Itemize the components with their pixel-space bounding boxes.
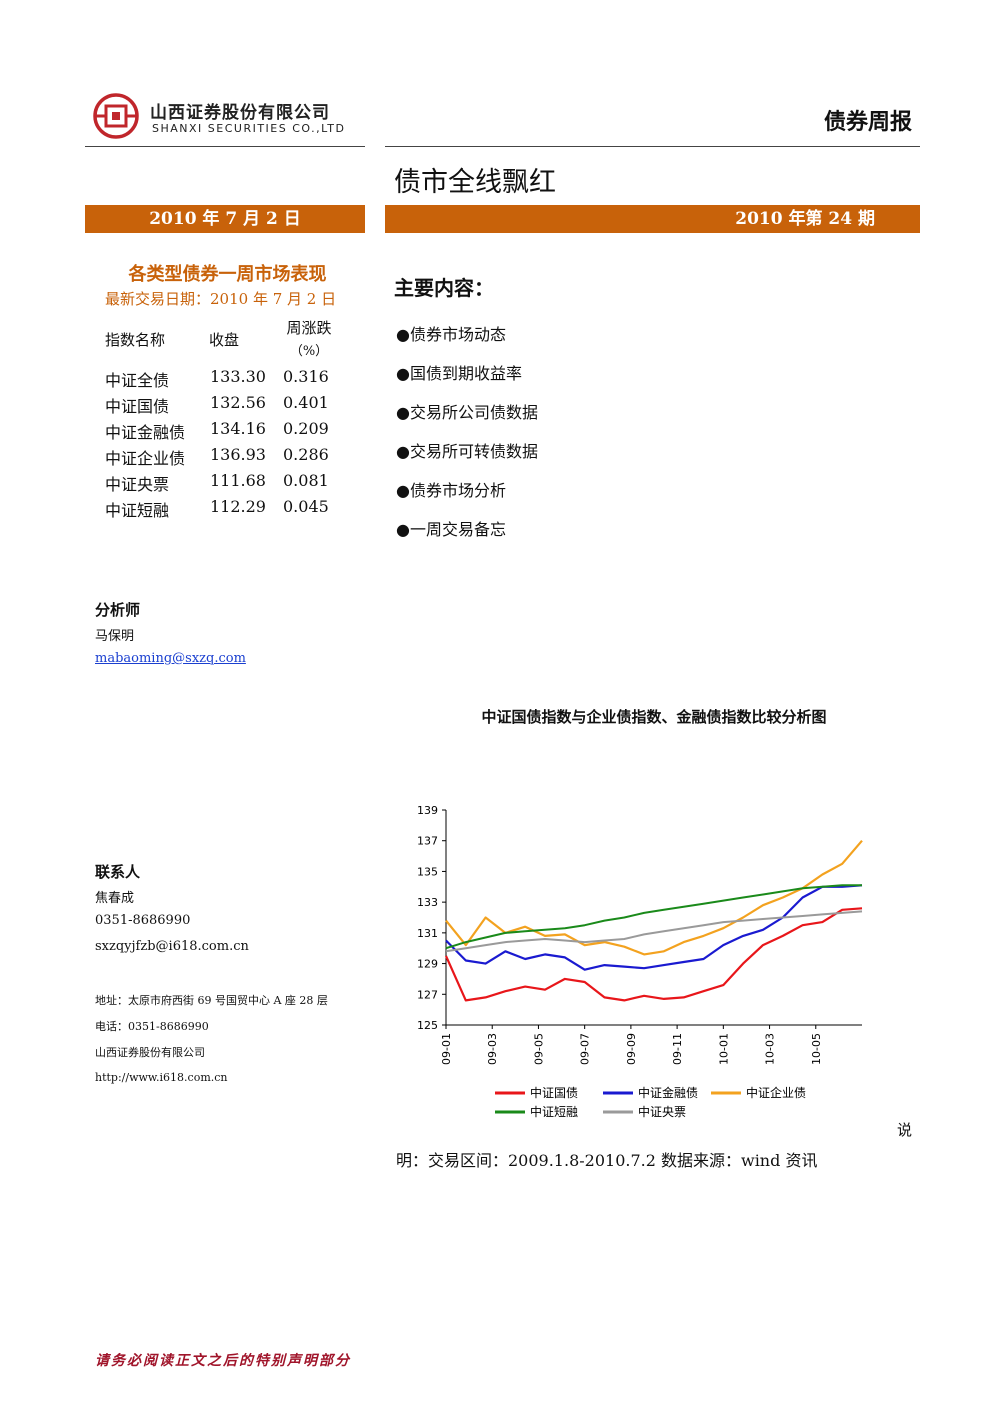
- close-value: 134.16: [210, 419, 266, 438]
- close-value: 136.93: [210, 445, 266, 464]
- contact-website: http://www.i618.com.cn: [95, 1071, 228, 1084]
- index-name: 中证央票: [105, 475, 170, 494]
- issue-number: 2010 年第 24 期: [735, 209, 875, 229]
- legend-label: 中证企业债: [746, 1085, 806, 1100]
- contact-tel: 电话：0351-8686990: [95, 1020, 209, 1033]
- contents-item: ●交易所可转债数据: [396, 442, 538, 461]
- contents-item: ●债券市场动态: [396, 325, 506, 344]
- document-title: 债市全线飘红: [394, 167, 556, 198]
- y-tick-label: 129: [417, 958, 438, 971]
- issue-banner: 2010 年第 24 期: [385, 205, 920, 233]
- index-name: 中证国债: [105, 397, 170, 416]
- chart-title: 中证国债指数与企业债指数、金融债指数比较分析图: [481, 708, 827, 726]
- series-line-2: [445, 839, 863, 956]
- footer-disclaimer: 请务必阅读正文之后的特别声明部分: [95, 1353, 351, 1369]
- legend-label: 中证央票: [638, 1104, 686, 1119]
- company-name-cn: 山西证券股份有限公司: [150, 103, 330, 123]
- x-tick-label: 09-09: [625, 1033, 638, 1065]
- chart-note-prefix: 说: [897, 1121, 913, 1139]
- market-table-title: 各类型债券一周市场表现: [128, 264, 327, 285]
- analyst-email-link[interactable]: mabaoming@sxzq.com: [95, 651, 246, 666]
- header-weekly-change: 周涨跌 （%）: [280, 316, 338, 364]
- weekly-change: 0.286: [283, 445, 329, 464]
- contents-item-label: 一周交易备忘: [409, 520, 506, 539]
- weekly-change: 0.081: [283, 471, 329, 490]
- weekly-change: 0.209: [283, 419, 329, 438]
- y-tick-label: 139: [417, 804, 438, 817]
- x-tick-label: 10-01: [717, 1033, 730, 1065]
- series-line-3: [445, 884, 862, 950]
- analyst-name: 马保明: [95, 629, 135, 644]
- contents-item-label: 交易所公司债数据: [409, 403, 538, 422]
- index-name: 中证短融: [105, 501, 170, 520]
- header-close: 收盘: [209, 331, 240, 349]
- y-tick-label: 133: [417, 896, 438, 909]
- contents-item-label: 债券市场动态: [409, 325, 506, 344]
- close-value: 111.68: [210, 471, 266, 490]
- series-line-1: [445, 884, 863, 971]
- weekly-change: 0.401: [283, 393, 329, 412]
- header-weekly-change-unit: （%）: [289, 344, 329, 359]
- close-value: 132.56: [210, 393, 266, 412]
- weekly-change: 0.316: [283, 367, 329, 386]
- index-name: 中证全债: [105, 371, 170, 390]
- contact-company: 山西证券股份有限公司: [95, 1046, 205, 1059]
- legend-label: 中证金融债: [638, 1085, 698, 1100]
- series-line-0: [444, 907, 863, 1002]
- trade-date: 最新交易日期：2010 年 7 月 2 日: [105, 290, 337, 308]
- y-tick-label: 125: [417, 1019, 438, 1032]
- header-index-name: 指数名称: [105, 331, 166, 349]
- close-value: 112.29: [210, 497, 266, 516]
- contact-phone: 0351-8686990: [95, 913, 191, 928]
- contents-item-label: 国债到期收益率: [409, 364, 522, 383]
- x-tick-label: 09-03: [486, 1033, 499, 1065]
- contents-item: ●一周交易备忘: [396, 520, 506, 539]
- date-banner: 2010 年 7 月 2 日: [85, 205, 365, 233]
- close-value: 133.30: [210, 367, 266, 386]
- legend-label: 中证短融: [530, 1104, 578, 1119]
- legend-label: 中证国债: [530, 1085, 578, 1100]
- x-tick-label: 10-03: [764, 1033, 777, 1065]
- x-tick-label: 09-05: [532, 1033, 545, 1065]
- company-name-en: SHANXI SECURITIES CO.,LTD: [152, 122, 346, 135]
- shanxi-securities-logo-icon: [93, 93, 139, 139]
- contents-item: ●交易所公司债数据: [396, 403, 538, 422]
- y-tick-label: 127: [417, 988, 438, 1001]
- y-tick-label: 135: [417, 865, 438, 878]
- report-type: 债券周报: [823, 110, 912, 135]
- bond-index-line-chart: 125 127 129 131 133 135 137 139 09-01 09-03 09-05 0…: [417, 804, 863, 1119]
- x-tick-label: 09-11: [671, 1033, 684, 1065]
- contact-email: sxzqyjfzb@i618.com.cn: [95, 939, 249, 954]
- y-tick-label: 137: [417, 835, 438, 848]
- contact-name: 焦春成: [95, 891, 135, 906]
- chart-note: 明：交易区间：2009.1.8-2010.7.2 数据来源：wind 资讯: [396, 1151, 818, 1170]
- x-tick-label: 09-07: [579, 1033, 592, 1065]
- header-weekly-change-label: 周涨跌: [286, 319, 332, 337]
- header-divider-right: [385, 146, 920, 147]
- index-name: 中证金融债: [105, 423, 186, 442]
- y-tick-label: 131: [417, 927, 438, 940]
- index-name: 中证企业债: [105, 449, 186, 468]
- x-tick-label: 10-05: [810, 1033, 823, 1065]
- series-line-4: [445, 910, 863, 953]
- contents-item-label: 债券市场分析: [409, 481, 506, 500]
- analyst-label: 分析师: [95, 601, 141, 619]
- contact-address: 地址：太原市府西街 69 号国贸中心 A 座 28 层: [95, 994, 328, 1007]
- header-divider-left: [85, 146, 365, 147]
- x-tick-label: 09-01: [440, 1033, 453, 1065]
- contents-item: ●债券市场分析: [396, 481, 506, 500]
- contents-item: ●国债到期收益率: [396, 364, 522, 383]
- contents-item-label: 交易所可转债数据: [409, 442, 538, 461]
- weekly-change: 0.045: [283, 497, 329, 516]
- contact-label: 联系人: [95, 863, 141, 881]
- main-contents-heading: 主要内容：: [394, 276, 494, 300]
